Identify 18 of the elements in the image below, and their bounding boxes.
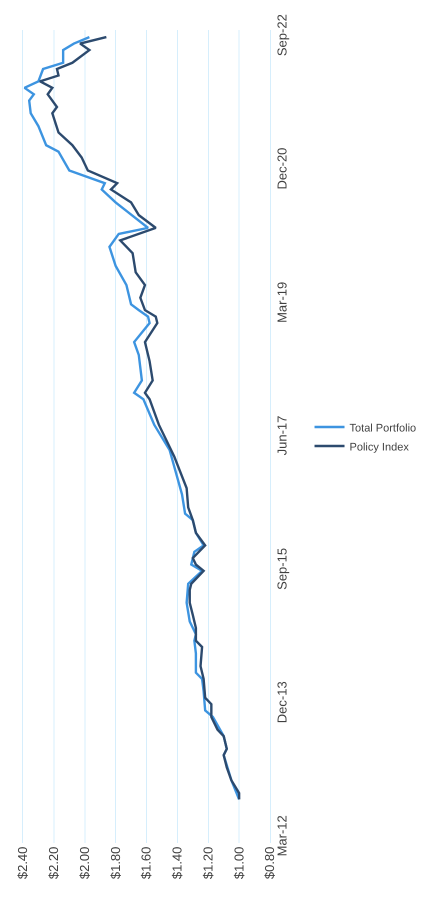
y-tick-label: Sep-22: [274, 14, 290, 56]
y-tick-label: Dec-20: [274, 148, 290, 190]
legend-label: Total Portfolio: [350, 422, 416, 434]
x-tick-label: $1.80: [108, 846, 123, 880]
legend-label: Policy Index: [350, 441, 410, 454]
x-tick-label: $1.60: [138, 846, 154, 880]
x-tick-label: $2.20: [46, 846, 62, 880]
x-tick-label: $1.00: [231, 846, 246, 880]
x-tick-label: $1.20: [200, 846, 216, 880]
x-tick-label: $0.80: [262, 846, 278, 880]
y-tick-label: Mar-19: [274, 282, 290, 323]
x-tick-label: $1.40: [170, 846, 185, 880]
x-tick-label: $2.00: [76, 846, 92, 880]
y-tick-label: Jun-17: [274, 416, 290, 456]
x-tick-label: $2.40: [15, 846, 30, 880]
y-tick-label: Sep-15: [274, 548, 290, 590]
y-tick-label: Dec-13: [274, 681, 290, 724]
y-tick-label: Mar-12: [274, 815, 290, 856]
